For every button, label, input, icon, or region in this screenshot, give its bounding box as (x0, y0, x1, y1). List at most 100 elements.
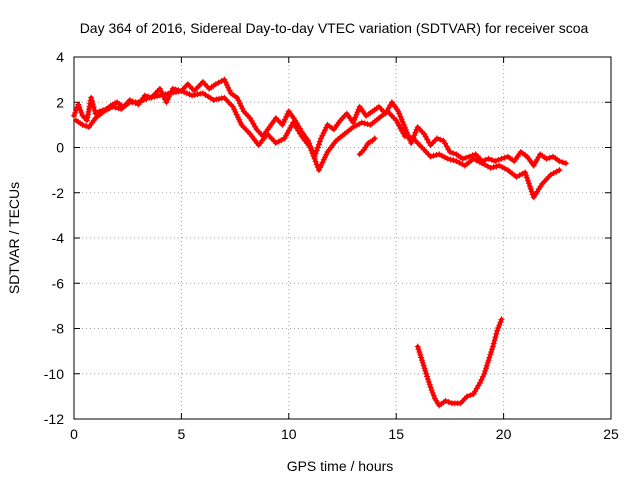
data-point (225, 84, 232, 91)
chart-title: Day 364 of 2016, Sidereal Day-to-day VTE… (80, 20, 589, 36)
data-point (419, 357, 425, 364)
x-tick-label: 10 (281, 426, 297, 442)
data-point (463, 154, 469, 161)
data-point (487, 164, 494, 171)
data-point (490, 340, 497, 347)
data-point (232, 108, 239, 115)
data-point (78, 110, 85, 116)
data-point (401, 133, 408, 140)
data-point (309, 150, 316, 157)
data-point (281, 116, 288, 123)
data-point (488, 156, 495, 163)
data-point (494, 327, 501, 334)
data-point (396, 110, 403, 117)
y-axis-label: SDTVAR / TECUs (6, 182, 22, 294)
series-lower-loop (73, 87, 563, 201)
data-point (308, 147, 315, 154)
data-point (495, 156, 502, 163)
data-point (546, 154, 553, 161)
data-point (488, 349, 495, 355)
data-point (427, 384, 434, 391)
data-point (483, 365, 489, 372)
data-point (181, 89, 188, 96)
data-point (189, 92, 196, 99)
data-point (156, 92, 163, 99)
data-point (417, 351, 424, 358)
data-point (135, 99, 142, 106)
data-point (186, 91, 193, 98)
data-point (522, 169, 529, 176)
data-point (408, 140, 415, 146)
data-point (404, 133, 411, 140)
data-point (415, 346, 422, 353)
data-point (543, 155, 550, 162)
data-point (526, 183, 533, 190)
data-point (90, 104, 97, 111)
data-point (426, 381, 433, 388)
data-point (352, 114, 359, 121)
data-point (112, 104, 119, 111)
data-point (414, 343, 421, 350)
data-point (221, 76, 228, 83)
data-point (491, 337, 498, 344)
data-point (313, 147, 320, 154)
data-point (163, 99, 170, 106)
data-point (364, 121, 371, 128)
data-point (318, 162, 325, 168)
grid-lines (74, 57, 611, 419)
data-point (482, 368, 489, 374)
series-main-arc (71, 76, 569, 169)
data-point (71, 112, 77, 119)
data-point (400, 130, 407, 137)
data-point (89, 97, 95, 104)
data-point (235, 97, 242, 104)
data-point (86, 106, 92, 112)
data-point (183, 90, 190, 97)
x-tick-label: 0 (70, 426, 78, 442)
data-point (233, 111, 240, 118)
data-point (178, 87, 185, 94)
data-point (280, 119, 287, 126)
series-segment-16-20 (414, 316, 505, 409)
data-point (484, 359, 491, 366)
data-point (320, 156, 327, 163)
data-point (358, 119, 365, 126)
data-point (427, 153, 434, 160)
data-point (497, 319, 504, 326)
data-point (477, 379, 483, 386)
x-axis-ticks: 0 5 10 15 20 25 (70, 57, 619, 442)
data-point (418, 354, 425, 361)
data-point (485, 155, 492, 162)
data-point (489, 346, 495, 353)
data-point (237, 119, 244, 126)
y-tick-label: -4 (52, 230, 65, 246)
data-point (322, 154, 328, 161)
data-point (234, 114, 241, 121)
data-point (319, 159, 326, 166)
x-tick-label: 25 (603, 426, 619, 442)
data-point (320, 130, 327, 136)
data-point (524, 177, 531, 184)
data-point (397, 113, 404, 120)
data-point (466, 153, 473, 160)
data-point (493, 330, 500, 337)
data-point (173, 89, 179, 96)
data-point (528, 188, 535, 195)
data-point (523, 172, 529, 179)
data-point (319, 132, 326, 139)
data-point (279, 121, 286, 128)
data-point (148, 94, 155, 101)
data-point (467, 392, 474, 399)
data-point (421, 365, 428, 372)
data-point (88, 94, 95, 101)
data-point (218, 95, 225, 102)
data-point (400, 121, 407, 128)
data-point (433, 152, 440, 158)
y-tick-label: -10 (44, 366, 64, 382)
y-tick-label: -2 (52, 185, 65, 201)
data-point (556, 167, 563, 174)
y-axis-ticks: -12 -10 -8 -6 -4 -2 0 2 4 (44, 49, 611, 427)
data-point (422, 368, 429, 374)
data-point (396, 122, 403, 129)
data-point (79, 121, 86, 128)
